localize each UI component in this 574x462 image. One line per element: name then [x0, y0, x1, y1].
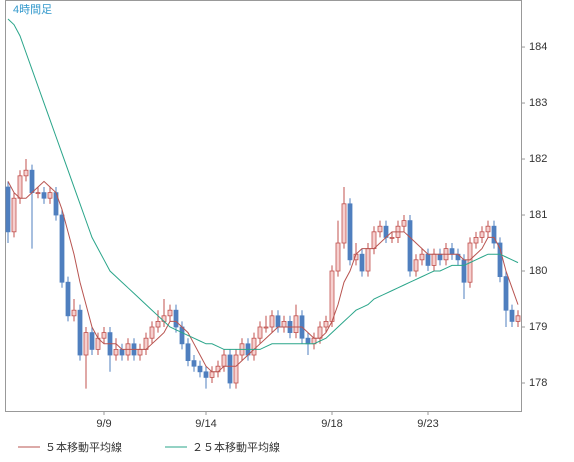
candle-body — [41, 192, 47, 199]
candle-body — [191, 360, 197, 367]
candle-body — [347, 203, 353, 261]
candle-body — [437, 253, 443, 261]
candle-body — [83, 332, 89, 356]
candle-body — [473, 237, 479, 244]
candle-body — [149, 326, 155, 339]
y-tick-label: 184 — [529, 41, 547, 53]
candle-body — [305, 337, 311, 345]
candle-body — [209, 371, 215, 378]
candle-body — [407, 220, 413, 272]
x-tick-label: 9/9 — [96, 418, 111, 430]
candle-body — [281, 321, 287, 328]
candle-body — [167, 309, 173, 317]
candle-body — [203, 371, 209, 378]
candle-body — [479, 231, 485, 238]
candle-body — [515, 315, 521, 322]
candle-body — [449, 248, 455, 255]
x-tick-label: 9/14 — [195, 418, 216, 430]
annotation: 4時間足 — [13, 3, 52, 16]
candle-body — [155, 321, 161, 328]
moving-average-line — [7, 18, 519, 350]
candle-body — [179, 326, 185, 345]
candle-body — [47, 192, 53, 199]
candle-body — [11, 197, 17, 233]
candle-body — [5, 186, 11, 233]
candle-body — [341, 203, 347, 244]
y-tick-label: 179 — [529, 321, 547, 333]
candle-body — [461, 259, 467, 283]
candle-body — [137, 349, 143, 356]
candle-body — [173, 309, 179, 328]
y-tick-label: 181 — [529, 209, 547, 221]
candle-body — [101, 332, 107, 339]
y-tick-label: 182 — [529, 153, 547, 165]
candle-body — [431, 253, 437, 266]
candle-body — [227, 354, 233, 384]
candle-body — [293, 315, 299, 334]
candle-body — [59, 214, 65, 283]
candle-body — [509, 309, 515, 322]
candle-body — [77, 309, 83, 356]
candle-body — [371, 231, 377, 250]
candle-body — [251, 337, 257, 356]
candle-body — [35, 192, 41, 195]
candle-body — [17, 175, 23, 199]
candle-body — [257, 326, 263, 339]
y-tick-label: 183 — [529, 97, 547, 109]
candle-body — [185, 343, 191, 362]
legend-label: ２５本移動平均線 — [192, 440, 280, 454]
candle-body — [359, 253, 365, 272]
candle-body — [335, 242, 341, 272]
candle-body — [221, 354, 227, 367]
candle-body — [425, 253, 431, 266]
candle-body — [269, 315, 275, 328]
candle-body — [329, 270, 335, 322]
candle-body — [497, 242, 503, 278]
y-tick-label: 178 — [529, 377, 547, 389]
candle-body — [71, 309, 77, 317]
candle-body — [29, 169, 35, 194]
candle-body — [419, 253, 425, 261]
candle-body — [365, 248, 371, 272]
x-tick-label: 9/18 — [321, 418, 342, 430]
legend-label: ５本移動平均線 — [45, 440, 122, 454]
y-tick-label: 180 — [529, 265, 547, 277]
candle-body — [113, 349, 119, 356]
candle-body — [89, 332, 95, 350]
candle-body — [491, 225, 497, 244]
candle-body — [275, 315, 281, 328]
x-tick-label: 9/23 — [417, 418, 438, 430]
candle-body — [401, 220, 407, 227]
candle-body — [389, 237, 395, 239]
candle-body — [377, 225, 383, 233]
candle-body — [233, 354, 239, 384]
candle-body — [65, 281, 71, 317]
moving-average-line — [7, 180, 519, 373]
candle-body — [503, 276, 509, 311]
candle-body — [263, 326, 269, 329]
candle-body — [23, 169, 29, 177]
candle-body — [485, 225, 491, 233]
candle-body — [119, 349, 125, 356]
candle-body — [413, 259, 419, 272]
candle-body — [197, 365, 203, 373]
candle-body — [323, 321, 329, 328]
plot-area — [5, 0, 522, 412]
